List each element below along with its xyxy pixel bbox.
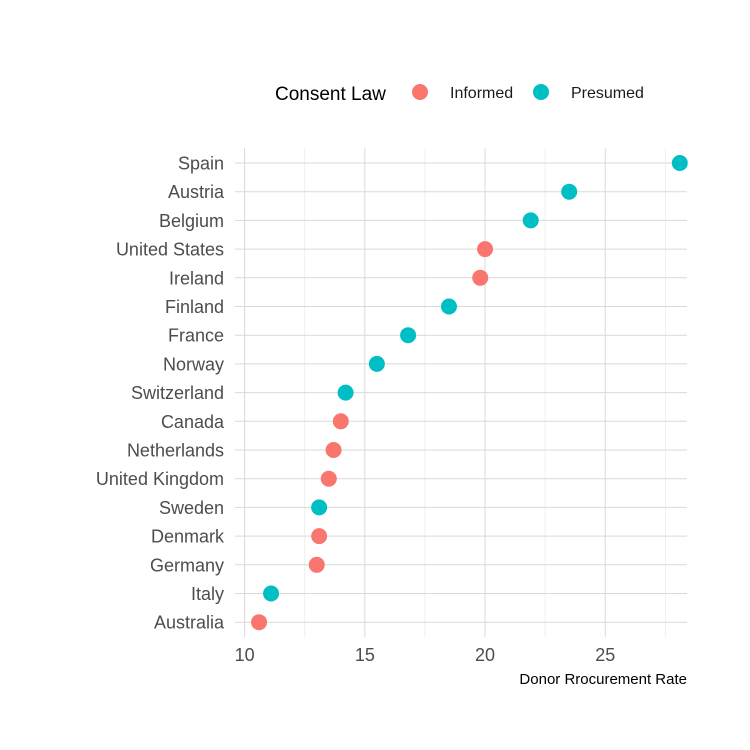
legend-label: Informed — [450, 85, 513, 102]
data-point — [332, 413, 349, 430]
y-tick-label: Italy — [191, 584, 224, 604]
data-point — [311, 528, 328, 545]
data-point — [561, 183, 578, 200]
y-tick-label: France — [168, 326, 224, 346]
data-points — [251, 155, 688, 631]
data-point — [263, 585, 280, 602]
data-point — [440, 298, 457, 315]
y-tick-label: Belgium — [159, 211, 224, 231]
x-tick-label: 25 — [595, 645, 615, 665]
data-point — [368, 355, 385, 372]
y-tick-label: Sweden — [159, 498, 224, 518]
data-point — [400, 327, 417, 344]
x-tick-label: 15 — [355, 645, 375, 665]
y-tick-label: Denmark — [151, 527, 225, 547]
y-tick-label: Australia — [154, 613, 225, 633]
data-point — [320, 470, 337, 487]
legend-key — [412, 84, 428, 100]
x-tick-label: 20 — [475, 645, 495, 665]
y-tick-label: Austria — [168, 182, 225, 202]
y-axis-tick-labels: Spain Austria Belgium United States Ireland F… — [96, 154, 225, 633]
data-point — [472, 269, 489, 286]
y-tick-label: United States — [116, 240, 224, 260]
plot-grid — [235, 148, 687, 637]
y-tick-label: United Kingdom — [96, 469, 224, 489]
y-tick-label: Germany — [150, 555, 224, 575]
y-tick-label: Switzerland — [131, 383, 224, 403]
data-point — [477, 241, 494, 258]
data-point — [251, 614, 268, 631]
legend-title: Consent Law — [275, 84, 386, 105]
data-point — [522, 212, 539, 229]
legend: Consent Law Informed Presumed — [275, 84, 644, 105]
y-tick-label: Ireland — [169, 268, 224, 288]
data-point — [311, 499, 328, 516]
x-tick-label: 10 — [235, 645, 255, 665]
y-tick-label: Norway — [163, 354, 224, 374]
x-axis-tick-labels: 10 15 20 25 — [235, 645, 616, 665]
y-tick-label: Canada — [161, 412, 225, 432]
legend-key — [533, 84, 549, 100]
x-axis-label: Donor Rrocurement Rate — [519, 671, 687, 688]
data-point — [337, 384, 354, 401]
legend-label: Presumed — [571, 85, 644, 102]
data-point — [325, 442, 342, 458]
y-tick-label: Netherlands — [127, 441, 224, 461]
y-tick-label: Spain — [178, 154, 224, 174]
data-point — [671, 155, 688, 171]
data-point — [308, 556, 325, 573]
y-tick-label: Finland — [165, 297, 224, 317]
